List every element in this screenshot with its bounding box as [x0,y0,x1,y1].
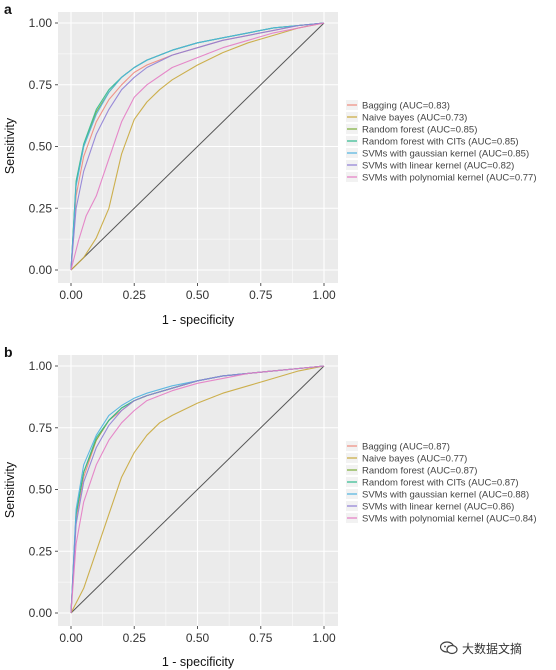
legend-label: Random forest with CITs (AUC=0.85) [362,137,519,148]
y-tick-label: 0.75 [29,421,53,435]
y-tick-label: 0.25 [29,201,53,215]
roc-curve-5 [70,22,325,271]
y-tick-label: 0.75 [29,78,53,92]
roc-curve-6 [70,22,325,271]
y-tick-label: 1.00 [29,359,53,373]
x-tick-label: 1.00 [312,631,336,645]
legend-label: Naive bayes (AUC=0.77) [362,454,467,465]
legend: Bagging (AUC=0.87)Naive bayes (AUC=0.77)… [346,441,537,525]
x-tick-label: 1.00 [312,288,336,302]
legend-label: SVMs with linear kernel (AUC=0.82) [362,161,514,172]
x-tick-label: 0.50 [186,631,210,645]
x-tick-label: 0.75 [249,631,273,645]
legend-label: SVMs with gaussian kernel (AUC=0.88) [362,490,529,501]
panel-a: a 0.00 0.25 0.50 0.75 1.00 0.00 0.25 0.50 0.75 1.0… [3,1,537,327]
x-tick-label: 0.25 [123,631,147,645]
x-tick-label: 0.50 [186,288,210,302]
legend-label: SVMs with gaussian kernel (AUC=0.85) [362,149,529,160]
legend-label: Naive bayes (AUC=0.73) [362,113,467,124]
roc-curve-7 [70,365,325,614]
legend: Bagging (AUC=0.83)Naive bayes (AUC=0.73)… [346,100,537,184]
y-tick-label: 1.00 [29,16,53,30]
x-axis-title: 1 - specificity [162,655,235,669]
y-axis-title: Sensitivity [3,461,17,518]
y-tick-label: 0.50 [29,140,53,154]
legend-label: SVMs with polynomial kernel (AUC=0.77) [362,173,537,184]
x-tick-label: 0.00 [59,631,83,645]
y-tick-label: 0.50 [29,483,53,497]
y-axis-title: Sensitivity [3,117,17,174]
chat-bubble-icon [440,641,458,655]
y-tick-label: 0.25 [29,544,53,558]
y-tick-label: 0.00 [29,606,53,620]
legend-label: Bagging (AUC=0.83) [362,101,450,112]
roc-curve-2 [70,22,325,271]
panel-label: b [4,344,13,360]
legend-label: SVMs with linear kernel (AUC=0.86) [362,502,514,513]
panel-label: a [4,1,12,17]
roc-curve-2 [70,365,325,614]
y-tick-label: 0.00 [29,263,53,277]
x-tick-label: 0.25 [123,288,147,302]
reference-diagonal-line [70,22,325,271]
reference-diagonal-line [70,365,325,614]
legend-label: Random forest (AUC=0.85) [362,125,477,136]
legend-label: Random forest (AUC=0.87) [362,466,477,477]
x-tick-label: 0.75 [249,288,273,302]
panel-b: b 0.00 0.25 0.50 0.75 1.00 0.00 0.25 0.50 0.75 1.0… [3,344,537,669]
watermark: 大数据文摘 [440,638,552,658]
legend-label: Bagging (AUC=0.87) [362,442,450,453]
legend-label: SVMs with polynomial kernel (AUC=0.84) [362,514,537,525]
legend-label: Random forest with CITs (AUC=0.87) [362,478,519,489]
x-tick-label: 0.00 [59,288,83,302]
roc-curve-7 [70,22,325,271]
x-axis-title: 1 - specificity [162,313,235,327]
watermark-text: 大数据文摘 [462,641,523,656]
